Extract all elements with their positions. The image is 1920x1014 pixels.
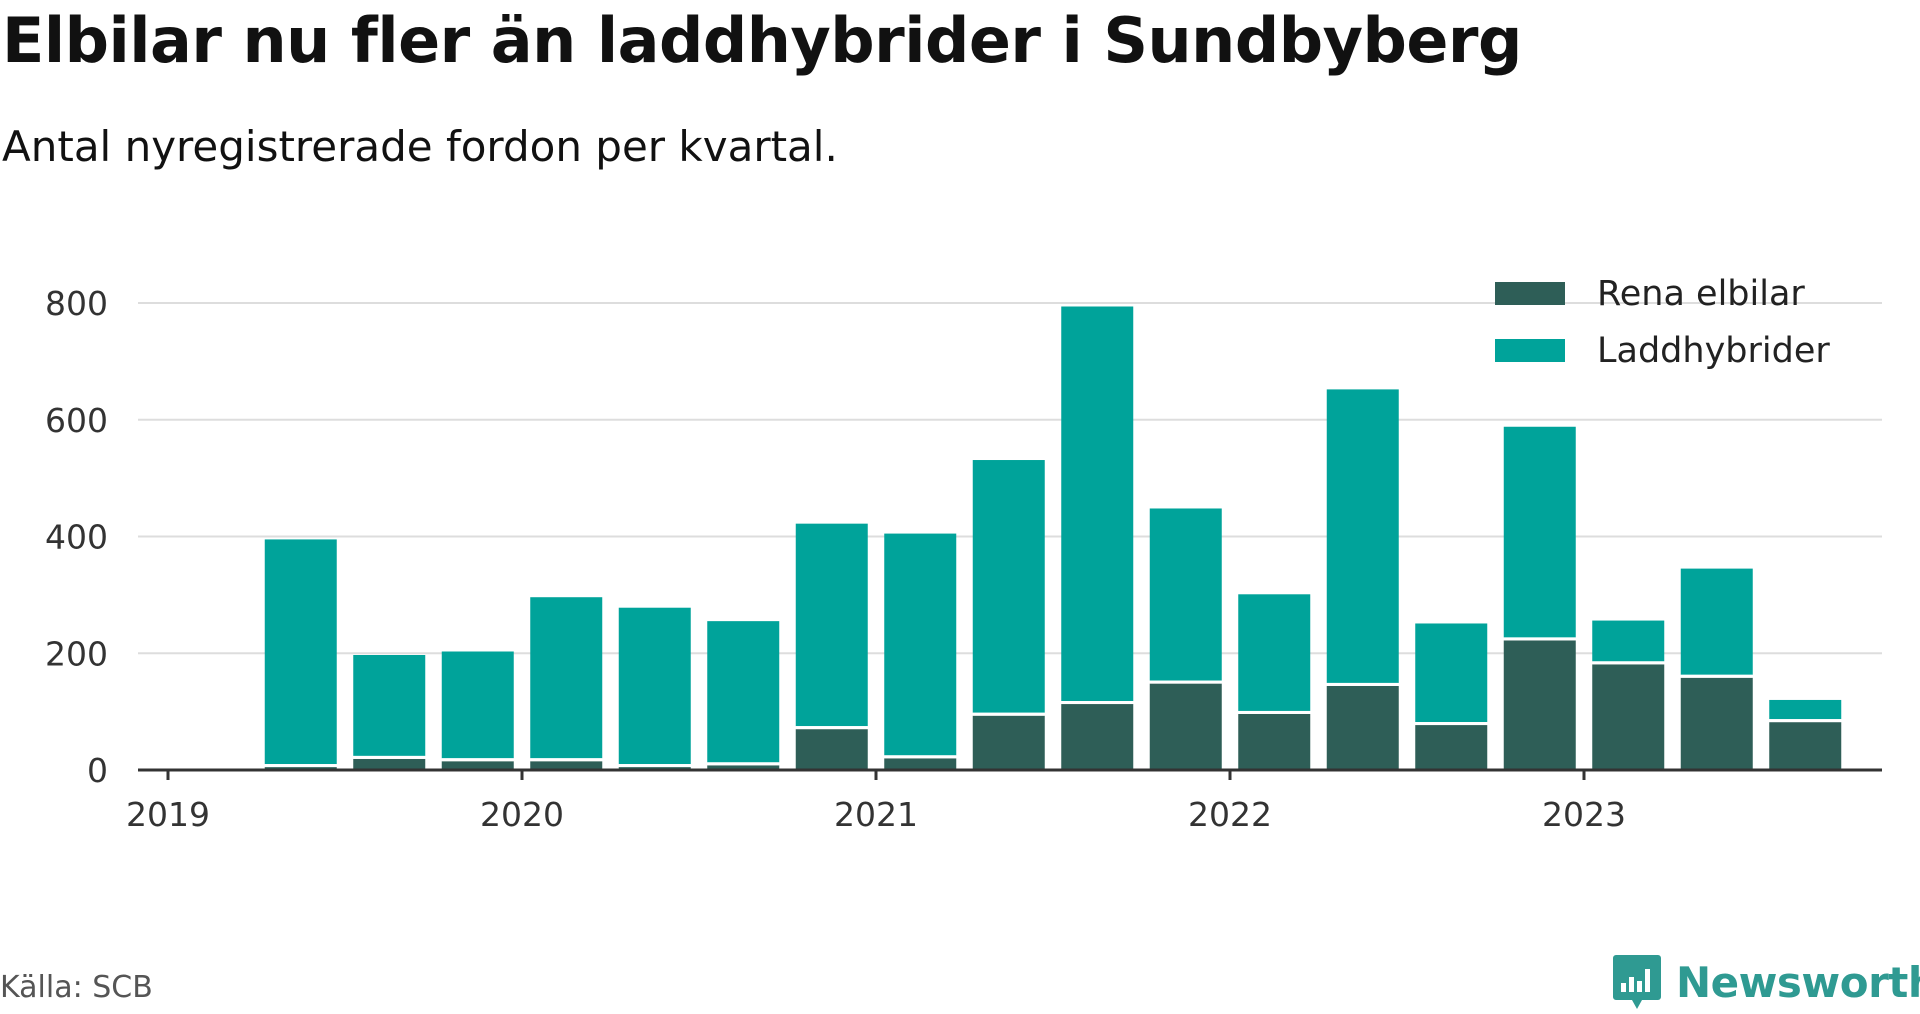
bar-laddhybrider [1415, 623, 1488, 723]
bar-elbilar [1149, 683, 1222, 770]
y-tick-label: 0 [87, 751, 108, 790]
x-tick-label: 2023 [1542, 795, 1626, 834]
bar-separator [441, 758, 514, 762]
y-axis-ticks: 0 200 400 600 800 [45, 284, 108, 790]
x-tick-label: 2021 [834, 795, 918, 834]
bar-elbilar [884, 758, 957, 770]
bar-separator [1326, 682, 1399, 686]
bar-elbilar [1061, 704, 1134, 770]
bar-separator [1149, 680, 1222, 684]
bar-elbilar [972, 715, 1045, 770]
bar-elbilar [1503, 640, 1576, 770]
legend-swatch-elbilar [1495, 282, 1565, 305]
bar-laddhybrider [1503, 426, 1576, 638]
bar-elbilar [1592, 664, 1665, 770]
bar-separator [795, 726, 868, 730]
y-tick-label: 800 [45, 284, 108, 323]
bar-elbilar [1326, 685, 1399, 770]
legend-swatch-laddhybrider [1495, 339, 1565, 362]
y-tick-label: 600 [45, 401, 108, 440]
x-axis-ticks: 2019 2020 2021 2022 2023 [126, 770, 1626, 834]
bar-laddhybrider [972, 460, 1045, 713]
bar-laddhybrider [1592, 620, 1665, 662]
bar-separator [530, 758, 603, 762]
bar-laddhybrider [707, 621, 780, 763]
bar-elbilar [1415, 725, 1488, 770]
bar-separator [618, 764, 691, 768]
bar-separator [707, 762, 780, 766]
bar-separator [353, 755, 426, 759]
bar-laddhybrider [795, 523, 868, 727]
bar-separator [1503, 637, 1576, 641]
bar-laddhybrider [884, 533, 957, 756]
bar-separator [264, 764, 337, 768]
bar-elbilar [1769, 722, 1842, 770]
bar-elbilar [530, 761, 603, 770]
x-tick-label: 2020 [480, 795, 564, 834]
bar-laddhybrider [441, 651, 514, 759]
bar-laddhybrider [618, 607, 691, 765]
bar-separator [1769, 719, 1842, 723]
bar-elbilar [795, 729, 868, 770]
bar-laddhybrider [530, 597, 603, 759]
bar-laddhybrider [353, 655, 426, 756]
y-tick-label: 200 [45, 634, 108, 673]
bars [264, 306, 1842, 770]
bar-elbilar [441, 761, 514, 770]
bar-separator [1592, 661, 1665, 665]
bar-laddhybrider [1769, 699, 1842, 720]
bar-elbilar [353, 758, 426, 770]
x-tick-label: 2019 [126, 795, 210, 834]
x-tick-label: 2022 [1188, 795, 1272, 834]
bar-laddhybrider [1680, 568, 1753, 675]
bar-elbilar [1680, 677, 1753, 770]
legend: Rena elbilar Laddhybrider [1495, 274, 1830, 371]
bar-elbilar [1238, 713, 1311, 770]
y-tick-label: 400 [45, 518, 108, 557]
chart-title: Elbilar nu fler än laddhybrider i Sundby… [2, 4, 1522, 77]
bar-laddhybrider [1238, 594, 1311, 711]
newsworthy-logo-icon [1613, 955, 1661, 1009]
bar-laddhybrider [1149, 508, 1222, 681]
brand-name: Newsworthy [1676, 957, 1920, 1007]
bar-separator [1680, 674, 1753, 678]
legend-label-laddhybrider: Laddhybrider [1597, 331, 1830, 371]
bar-separator [1061, 701, 1134, 705]
source-note: Källa: SCB [0, 970, 153, 1005]
bar-laddhybrider [1326, 389, 1399, 683]
bar-laddhybrider [264, 539, 337, 765]
bar-separator [1415, 722, 1488, 726]
bar-separator [1238, 710, 1311, 714]
brand-logo: Newsworthy [1612, 950, 1920, 1014]
chart-subtitle: Antal nyregistrerade fordon per kvartal. [2, 122, 838, 171]
bar-laddhybrider [1061, 306, 1134, 702]
legend-label-elbilar: Rena elbilar [1597, 274, 1805, 314]
bar-elbilar [707, 765, 780, 770]
bar-separator [884, 755, 957, 759]
bar-separator [972, 712, 1045, 716]
